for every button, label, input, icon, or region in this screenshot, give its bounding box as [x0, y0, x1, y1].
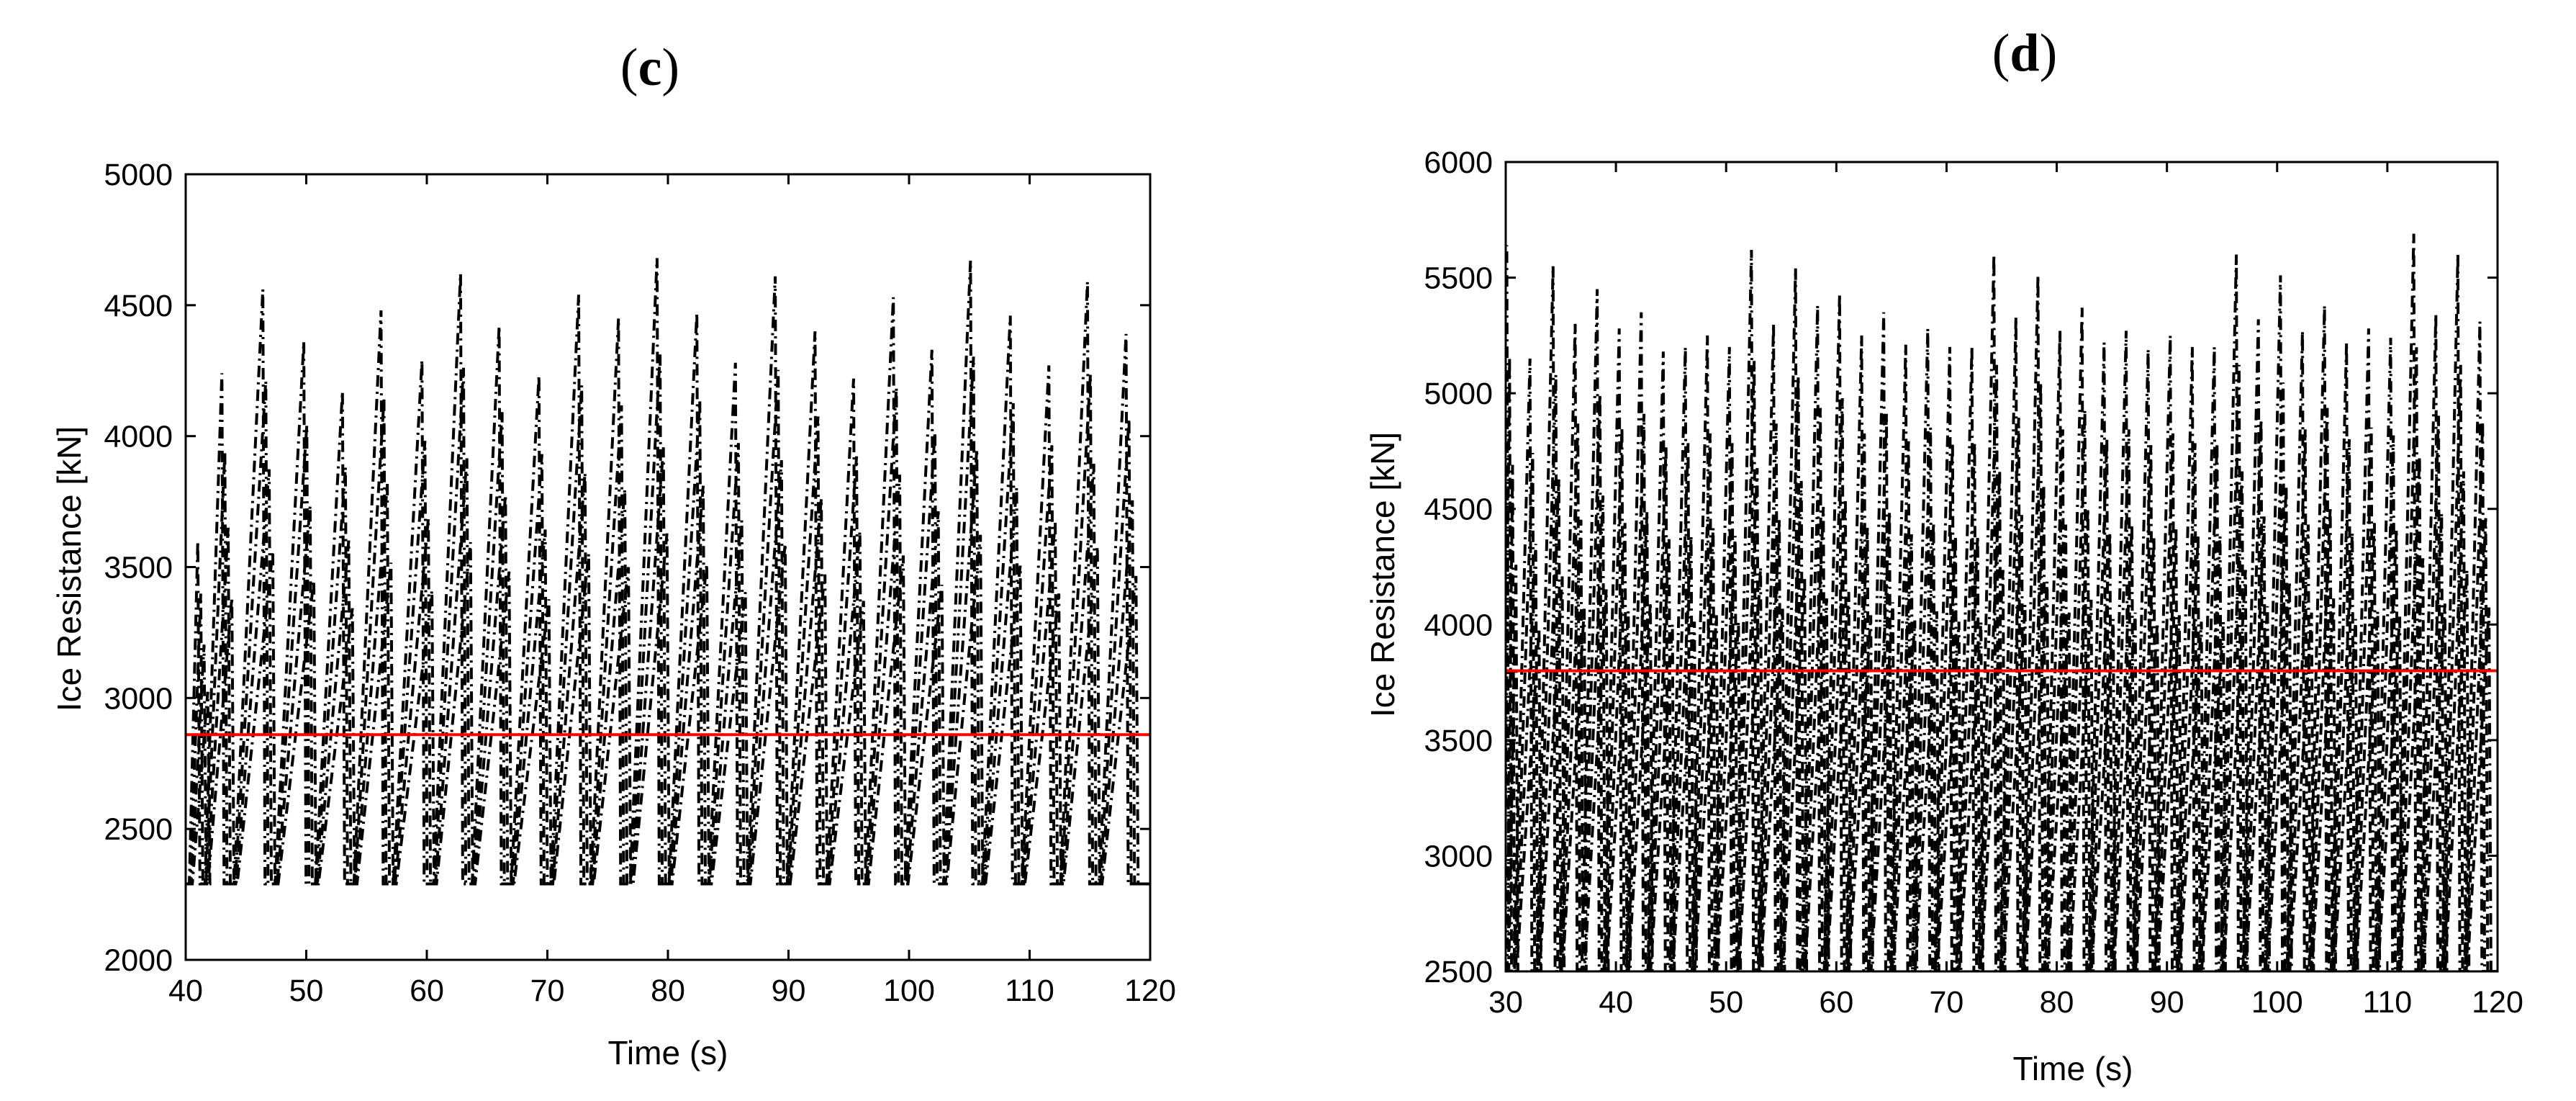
- panel-c-ytick-label-6: 5000: [104, 158, 173, 192]
- panel-c-series-0: [186, 258, 1150, 886]
- panel-letter-d: d: [2010, 24, 2039, 83]
- panel-c-series: [186, 258, 1150, 886]
- panel-d-xtick-label-2: 50: [1709, 985, 1743, 1020]
- panel-label-c: (c): [620, 38, 679, 97]
- panel-c-chart: 40 50 60 70 80 90 100 110 120 2000 2500 3000 3500 400…: [50, 158, 1176, 1071]
- panel-d-xtick-label-4: 70: [1930, 985, 1964, 1020]
- panel-d-series: [1506, 233, 2498, 971]
- panel-d-ticks: 30 40 50 60 70 80 90 100 110 120 2500 3000 3500 4000 4…: [1424, 145, 2523, 1020]
- panel-d-series-0: [1506, 233, 2498, 971]
- panel-c-xtick-label-5: 90: [772, 974, 806, 1008]
- panel-c-xtick-label-3: 70: [530, 974, 565, 1008]
- panel-d-ytick-label-0: 2500: [1424, 955, 1493, 989]
- panel-c-ticks: 40 50 60 70 80 90 100 110 120 2000 2500 3000 3500 400…: [104, 158, 1176, 1008]
- panel-c-xtick-label-2: 60: [410, 974, 444, 1008]
- panel-d-xtick-label-1: 40: [1599, 985, 1633, 1020]
- panel-d-chart: 30 40 50 60 70 80 90 100 110 120 2500 3000 3500 4000 4…: [1364, 145, 2523, 1087]
- panel-c-ytick-label-5: 4500: [104, 289, 173, 323]
- panel-d-ylabel: Ice Resistance [kN]: [1364, 432, 1401, 717]
- panel-c-ytick-label-2: 3000: [104, 681, 173, 716]
- panel-d-ytick-label-5: 5000: [1424, 377, 1493, 411]
- panel-d-axes-frame: [1504, 161, 2499, 973]
- panel-c-xtick-label-4: 80: [651, 974, 685, 1008]
- panel-c-xtick-label-7: 110: [1005, 974, 1054, 1008]
- panel-d-ytick-label-1: 3000: [1424, 839, 1493, 873]
- panel-d-xlabel: Time (s): [2013, 1050, 2133, 1087]
- panel-c-xtick-label-0: 40: [168, 974, 203, 1008]
- panel-label-d: (d): [1992, 24, 2057, 83]
- panel-d-ytick-label-7: 6000: [1424, 145, 1493, 180]
- panel-d-ytick-label-6: 5500: [1424, 261, 1493, 296]
- panel-letter-c: c: [638, 38, 662, 97]
- panel-c-ylabel: Ice Resistance [kN]: [50, 426, 88, 711]
- panel-d-ytick-label-3: 4000: [1424, 608, 1493, 642]
- panel-d-xtick-label-9: 120: [2472, 985, 2523, 1020]
- panel-c-ytick-label-0: 2000: [104, 943, 173, 978]
- panel-d-xtick-label-7: 100: [2251, 985, 2303, 1020]
- panel-c-ytick-label-4: 4000: [104, 420, 173, 454]
- panel-c-xlabel: Time (s): [608, 1034, 728, 1071]
- panel-c-xtick-label-1: 50: [289, 974, 324, 1008]
- panel-d-xtick-label-5: 80: [2040, 985, 2074, 1020]
- panel-d-xtick-label-3: 60: [1819, 985, 1853, 1020]
- panel-d-xtick-label-6: 90: [2150, 985, 2184, 1020]
- panel-d-ytick-label-2: 3500: [1424, 724, 1493, 758]
- panel-d-xtick-label-8: 110: [2363, 985, 2413, 1020]
- panel-c-ytick-label-1: 2500: [104, 812, 173, 847]
- panel-c-ytick-label-3: 3500: [104, 551, 173, 585]
- panel-d-ytick-label-4: 4500: [1424, 493, 1493, 527]
- panel-c-xtick-label-8: 120: [1124, 974, 1176, 1008]
- panel-d-xtick-label-0: 30: [1488, 985, 1523, 1020]
- panel-c-xtick-label-6: 100: [883, 974, 935, 1008]
